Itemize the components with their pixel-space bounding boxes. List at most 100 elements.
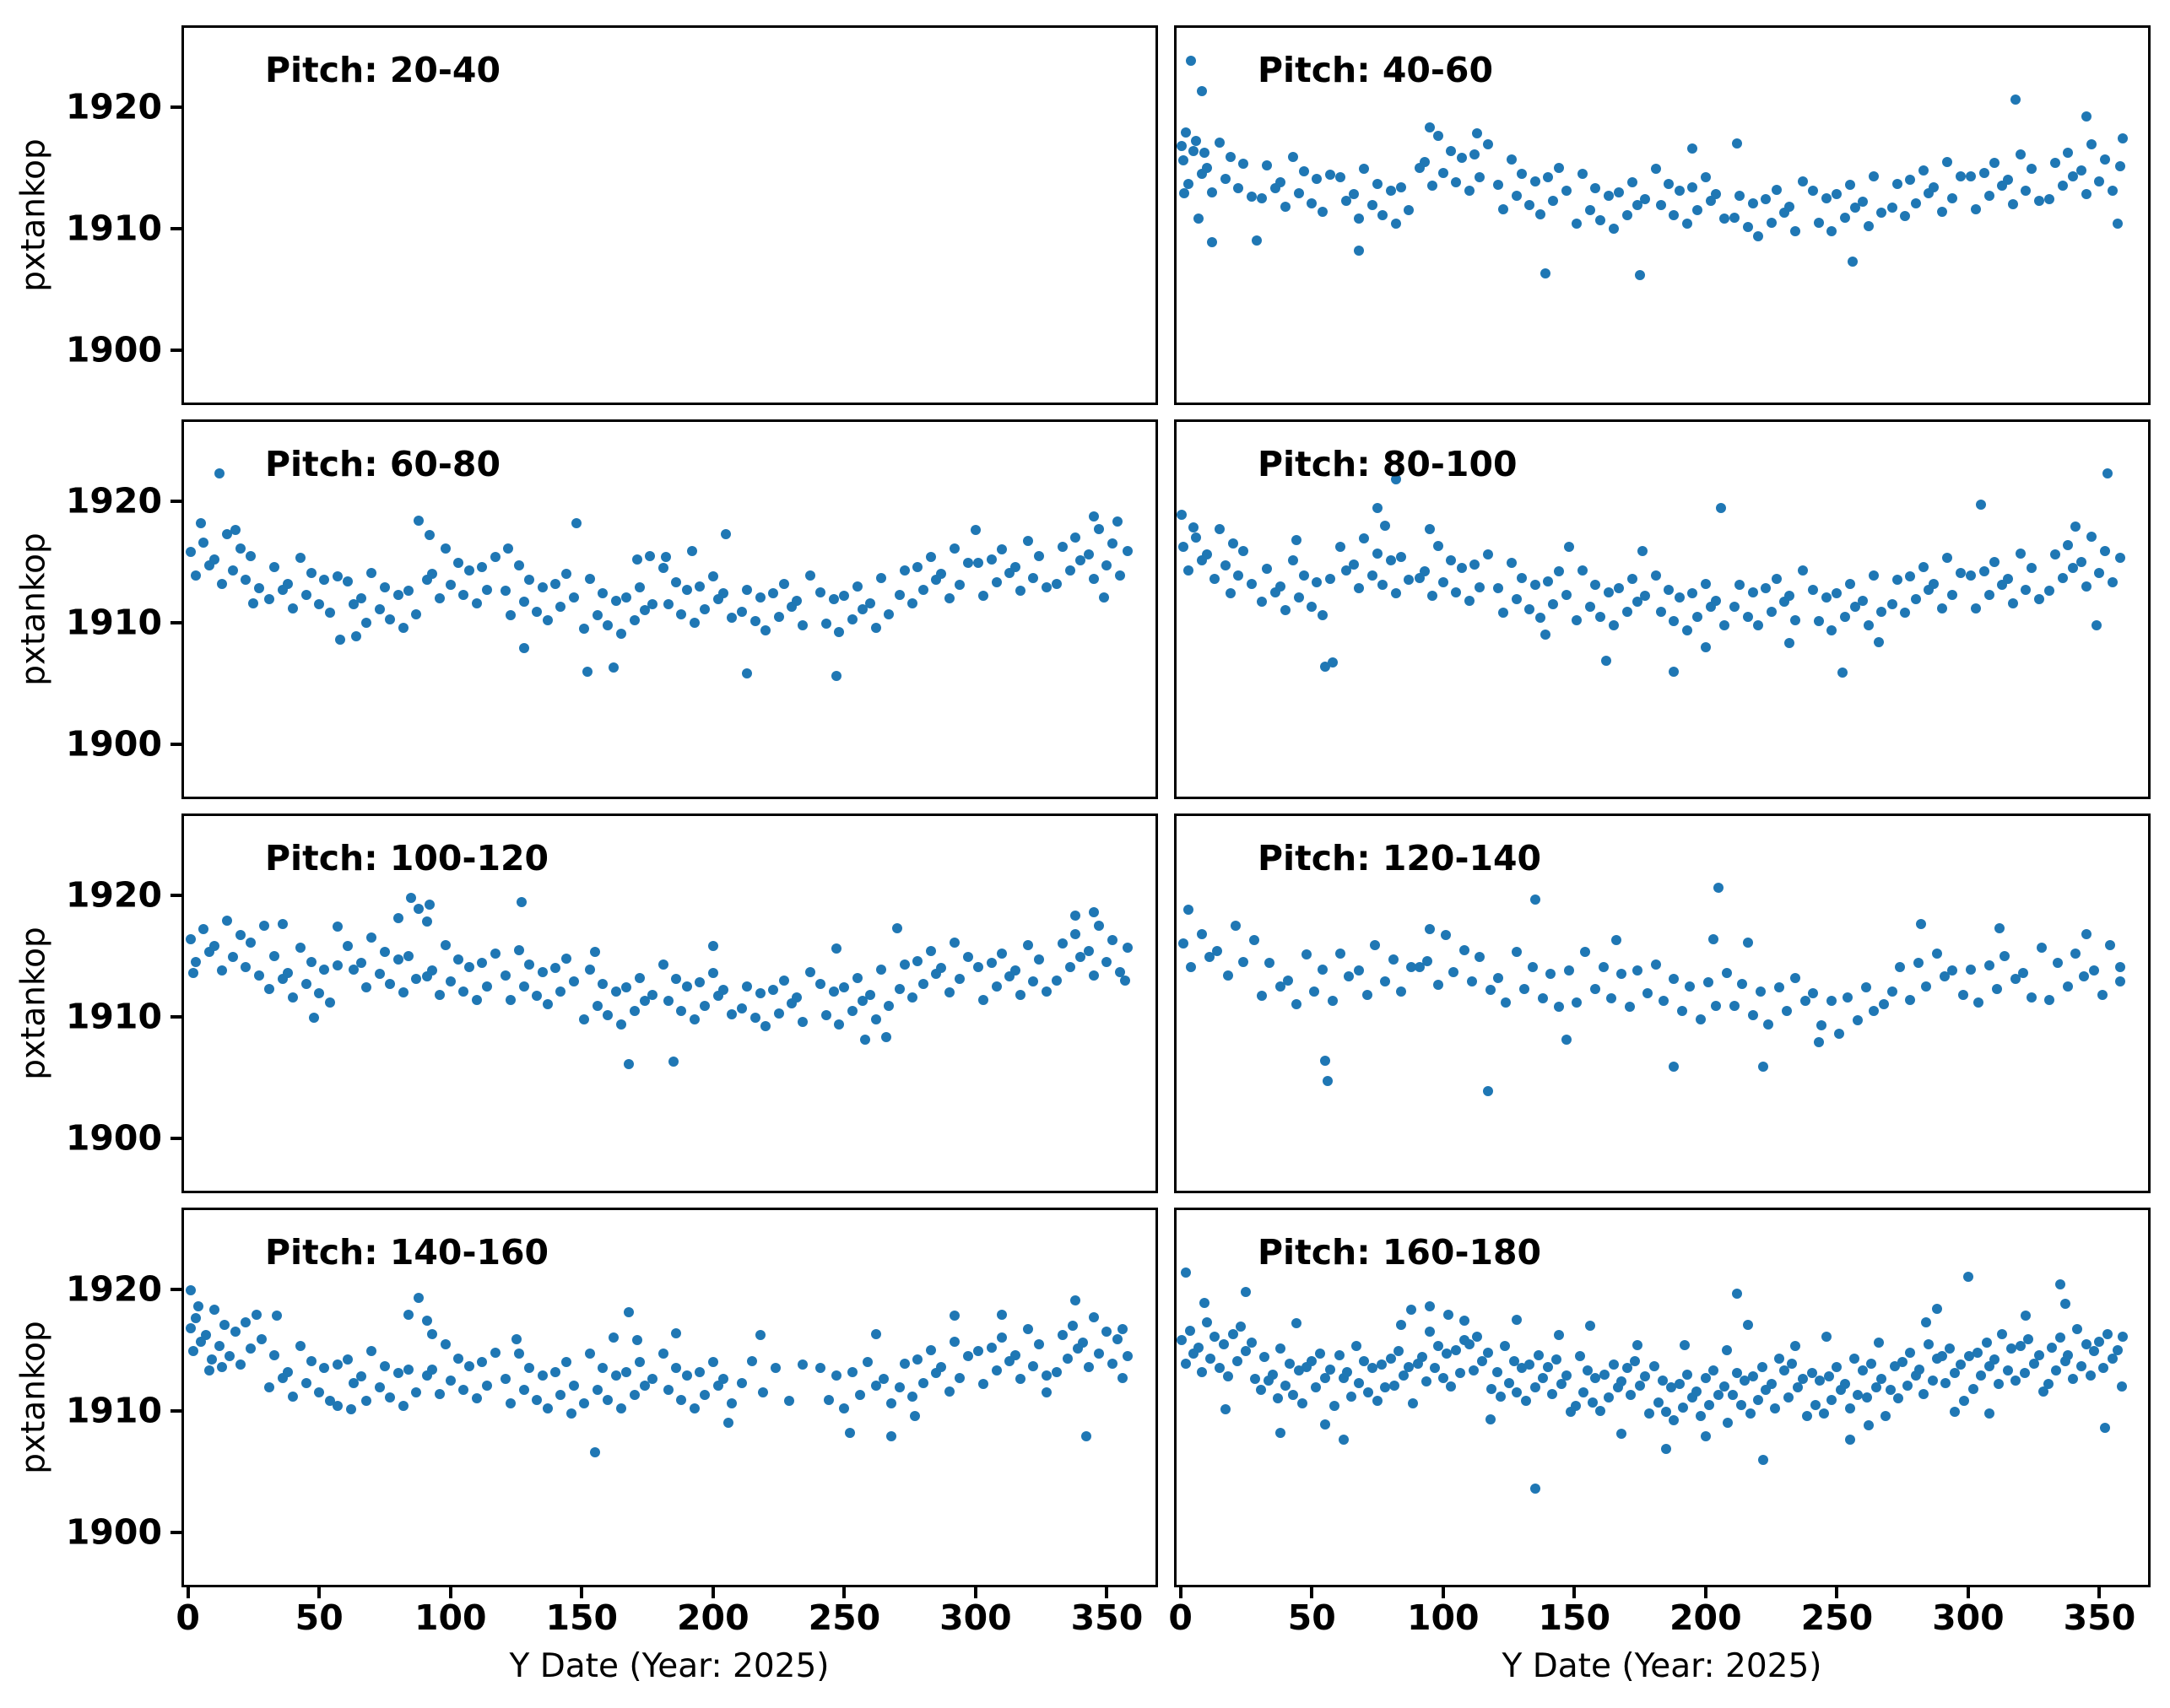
data-point [1832, 1361, 1843, 1372]
dots-layer [184, 422, 1155, 797]
data-point [277, 919, 288, 930]
data-point [2108, 577, 2118, 588]
data-point [1548, 195, 1559, 206]
data-point [1876, 208, 1887, 219]
data-point [1561, 1370, 1572, 1381]
data-point [1324, 1364, 1335, 1375]
data-point [217, 965, 228, 976]
data-point [568, 976, 579, 987]
data-point [332, 1401, 343, 1412]
dots-layer [1177, 422, 2148, 797]
data-point [645, 550, 656, 561]
data-point [1543, 172, 1554, 183]
data-point [1201, 162, 1212, 173]
data-point [700, 1390, 711, 1401]
data-point [2054, 1278, 2065, 1289]
data-point [2115, 161, 2126, 172]
data-point [537, 1370, 548, 1381]
data-point [1257, 991, 1268, 1002]
data-point [621, 1366, 632, 1377]
data-point [1107, 538, 1117, 549]
data-point [910, 1410, 921, 1421]
subplot-pitch-160-180: Pitch: 160-180 0 50 100 150 200 250 300 350 [1168, 1208, 2151, 1635]
data-point [1291, 534, 1301, 545]
data-point [1766, 217, 1777, 228]
data-point [1900, 211, 1911, 222]
data-point [742, 584, 753, 595]
data-point [899, 1358, 910, 1369]
data-point [2010, 1375, 2021, 1386]
data-point [241, 575, 252, 586]
data-point [1446, 555, 1457, 566]
data-point [1564, 542, 1575, 553]
data-point [718, 1374, 729, 1385]
data-point [1704, 1399, 1715, 1410]
data-point [1653, 1397, 1664, 1408]
data-point [1599, 1369, 1610, 1380]
data-point [1310, 1382, 1321, 1393]
data-point [560, 1357, 571, 1368]
data-point [1298, 166, 1309, 177]
data-point [1862, 1392, 1873, 1403]
data-point [1632, 200, 1642, 211]
data-point [1209, 1331, 1220, 1342]
data-point [1432, 980, 1443, 991]
data-point [1283, 975, 1294, 986]
data-point [1070, 928, 1081, 939]
data-point [820, 1010, 831, 1021]
data-point [2113, 1344, 2124, 1355]
data-point [1635, 1380, 1646, 1391]
data-point [1989, 158, 2000, 168]
data-point [490, 552, 501, 562]
data-point [1469, 559, 1480, 570]
data-point [1578, 1387, 1589, 1398]
data-point [1595, 1405, 1606, 1416]
y-tick-mark [170, 1408, 181, 1413]
data-point [217, 578, 228, 589]
data-point [1451, 1344, 1462, 1355]
data-point [288, 992, 299, 1003]
data-point [1971, 603, 1982, 613]
data-point [348, 599, 359, 610]
data-point [1366, 200, 1377, 211]
data-point [1227, 538, 1238, 549]
x-tick-label: 50 [1287, 1597, 1336, 1638]
data-point [1117, 1324, 1128, 1335]
data-point [1070, 1295, 1081, 1305]
data-point [1196, 85, 1207, 96]
data-point [891, 922, 902, 933]
data-point [1342, 1366, 1353, 1377]
data-point [1729, 602, 1740, 613]
data-point [1810, 1399, 1821, 1410]
data-point [831, 671, 842, 682]
data-point [1732, 1289, 1743, 1300]
data-point [1766, 1379, 1777, 1390]
data-point [319, 1363, 330, 1374]
data-point [1858, 595, 1869, 606]
data-point [1889, 1360, 1900, 1371]
data-point [1454, 1368, 1465, 1379]
data-point [1564, 965, 1575, 976]
data-point [603, 1010, 614, 1021]
data-point [657, 562, 668, 573]
data-point [1708, 933, 1719, 944]
data-point [1839, 212, 1850, 223]
data-point [1437, 1372, 1448, 1383]
data-point [1700, 1372, 1711, 1383]
data-point [366, 932, 377, 943]
data-point [1939, 971, 1950, 982]
data-point [820, 619, 831, 630]
data-point [1209, 573, 1220, 584]
data-point [2092, 619, 2102, 630]
data-point [516, 897, 527, 908]
data-point [477, 561, 488, 572]
data-point [1664, 584, 1675, 595]
data-point [1874, 636, 1885, 647]
data-point [1255, 1385, 1266, 1396]
data-point [1291, 1318, 1301, 1329]
x-tick-mark [448, 1587, 452, 1598]
data-point [912, 955, 923, 966]
data-point [1643, 1408, 1654, 1419]
data-point [1927, 1375, 1938, 1386]
data-point [1561, 589, 1572, 600]
